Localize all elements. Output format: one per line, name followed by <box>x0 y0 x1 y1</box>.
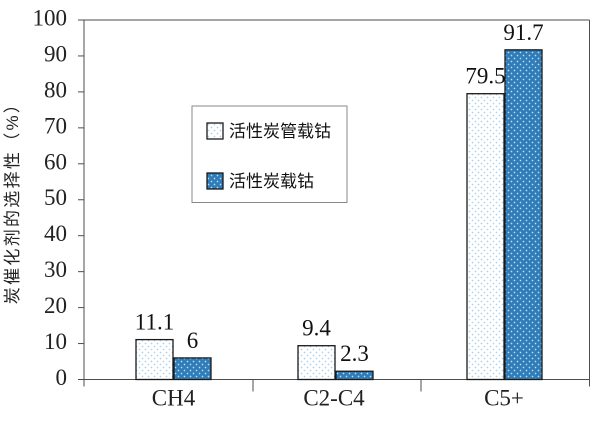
svg-text:40: 40 <box>44 221 67 246</box>
svg-text:9.4: 9.4 <box>302 316 331 341</box>
svg-text:活性炭载钴: 活性炭载钴 <box>229 172 314 191</box>
svg-text:CH4: CH4 <box>152 386 196 411</box>
svg-text:80: 80 <box>44 77 67 102</box>
svg-text:50: 50 <box>44 185 67 210</box>
svg-text:炭催化剂的选择性（%）: 炭催化剂的选择性（%） <box>3 94 22 304</box>
svg-text:6: 6 <box>187 328 199 353</box>
svg-text:2.3: 2.3 <box>340 341 369 366</box>
svg-text:30: 30 <box>44 257 67 282</box>
svg-text:60: 60 <box>44 149 67 174</box>
svg-text:90: 90 <box>44 41 67 66</box>
svg-text:79.5: 79.5 <box>465 64 505 89</box>
svg-text:C2-C4: C2-C4 <box>303 386 365 411</box>
svg-text:91.7: 91.7 <box>503 20 543 45</box>
svg-text:11.1: 11.1 <box>135 310 174 335</box>
svg-text:0: 0 <box>56 365 68 390</box>
svg-text:100: 100 <box>33 6 68 31</box>
svg-text:10: 10 <box>44 329 67 354</box>
svg-text:C5+: C5+ <box>484 386 524 411</box>
svg-text:活性炭管载钴: 活性炭管载钴 <box>229 122 331 141</box>
svg-text:20: 20 <box>44 293 67 318</box>
svg-text:70: 70 <box>44 113 67 138</box>
